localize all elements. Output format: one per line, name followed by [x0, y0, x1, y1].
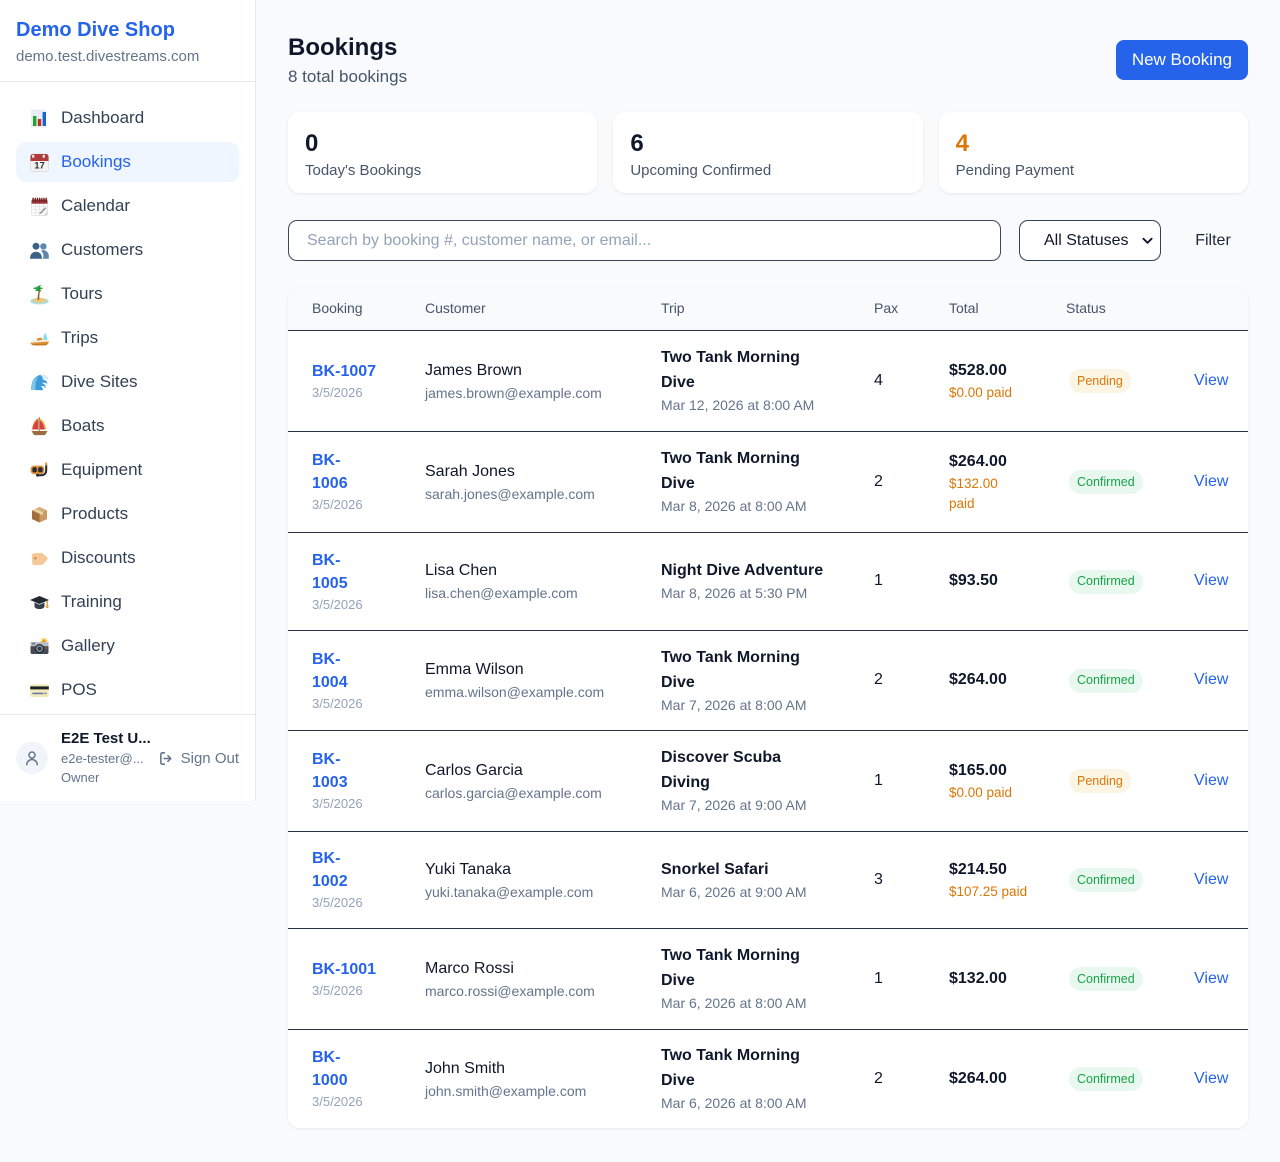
svg-text:17: 17 — [34, 160, 45, 171]
